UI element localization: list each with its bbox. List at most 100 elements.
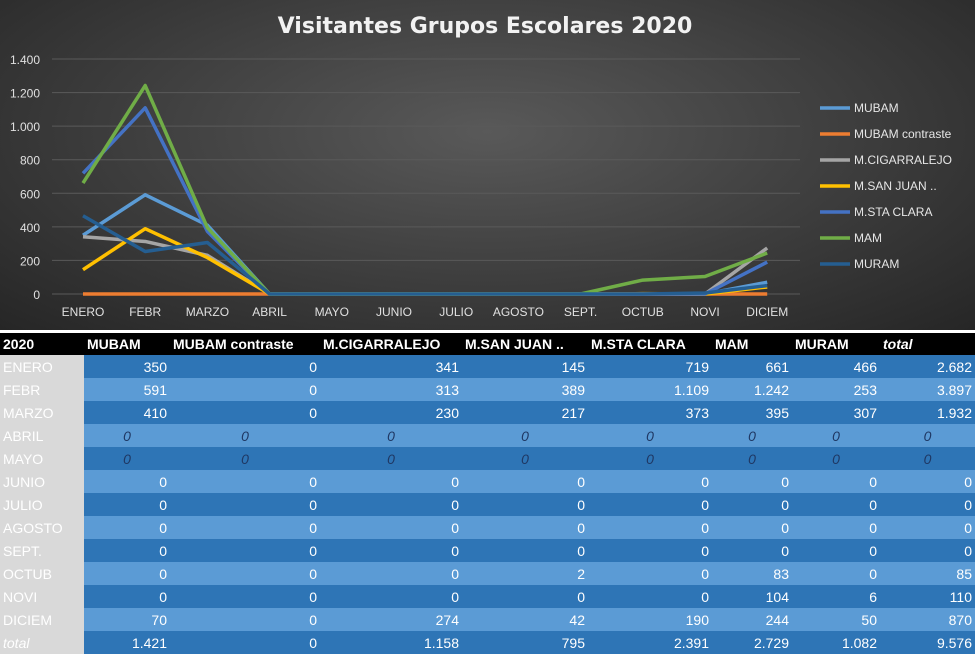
table-cell: 0 <box>712 539 792 562</box>
column-header: M.SAN JUAN .. <box>462 333 588 355</box>
column-header: 2020 <box>0 333 84 355</box>
table-cell: 0 <box>320 562 462 585</box>
table-cell: 104 <box>712 585 792 608</box>
table-row: DICIEM 70 0 274 42 190 244 50 870 <box>0 608 975 631</box>
table-row: AGOSTO 0 0 0 0 0 0 0 0 <box>0 516 975 539</box>
table-cell: 0 <box>462 493 588 516</box>
table-cell: 466 <box>792 355 880 378</box>
table-cell: 0 <box>170 539 320 562</box>
table-cell: 0 <box>170 447 320 470</box>
table-cell: 217 <box>462 401 588 424</box>
table-cell: 0 <box>712 516 792 539</box>
table-cell: 0 <box>462 447 588 470</box>
table-cell: 2 <box>462 562 588 585</box>
legend-label: MURAM <box>854 257 899 271</box>
table-cell: 661 <box>712 355 792 378</box>
legend-label: MUBAM contraste <box>854 127 952 141</box>
table-cell: 0 <box>84 447 170 470</box>
table-cell: 0 <box>792 470 880 493</box>
series-line-muram <box>82 214 768 296</box>
row-label: total <box>0 631 84 654</box>
y-tick-label: 1.200 <box>10 87 40 101</box>
table-row: total 1.421 0 1.158 795 2.391 2.729 1.082 9.576 <box>0 631 975 654</box>
table-cell: 0 <box>880 539 975 562</box>
table-cell: 0 <box>880 424 975 447</box>
table-cell: 0 <box>588 470 712 493</box>
table-cell: 85 <box>880 562 975 585</box>
table-cell: 0 <box>320 424 462 447</box>
table-cell: 0 <box>320 493 462 516</box>
column-header: MAM <box>712 333 792 355</box>
table-cell: 0 <box>792 539 880 562</box>
table-cell: 0 <box>792 424 880 447</box>
table-row: MARZO 410 0 230 217 373 395 307 1.932 <box>0 401 975 424</box>
table-cell: 0 <box>792 447 880 470</box>
table-row: OCTUB 0 0 0 2 0 83 0 85 <box>0 562 975 585</box>
table-cell: 0 <box>462 585 588 608</box>
row-label: JUNIO <box>0 470 84 493</box>
table-row: SEPT. 0 0 0 0 0 0 0 0 <box>0 539 975 562</box>
table-cell: 0 <box>588 585 712 608</box>
chart-svg: Visitantes Grupos Escolares 2020 0 200 400… <box>10 14 952 319</box>
x-tick-label: SEPT. <box>564 305 597 319</box>
table-cell: 0 <box>880 493 975 516</box>
series-line-m-san-juan- <box>82 226 768 296</box>
row-label: FEBR <box>0 378 84 401</box>
table-cell: 0 <box>320 585 462 608</box>
row-label: ENERO <box>0 355 84 378</box>
x-tick-label: ABRIL <box>252 305 287 319</box>
table-row: FEBR 591 0 313 389 1.109 1.242 253 3.897 <box>0 378 975 401</box>
table-cell: 110 <box>880 585 975 608</box>
table-cell: 719 <box>588 355 712 378</box>
table-cell: 1.109 <box>588 378 712 401</box>
table-cell: 0 <box>588 424 712 447</box>
column-header: MURAM <box>792 333 880 355</box>
table-cell: 230 <box>320 401 462 424</box>
x-tick-label: DICIEM <box>746 305 788 319</box>
table-cell: 0 <box>170 355 320 378</box>
table-row: JUNIO 0 0 0 0 0 0 0 0 <box>0 470 975 493</box>
line-chart: Visitantes Grupos Escolares 2020 0 200 400… <box>0 0 975 330</box>
y-tick-label: 600 <box>20 187 40 201</box>
row-label: SEPT. <box>0 539 84 562</box>
chart-title: Visitantes Grupos Escolares 2020 <box>278 14 693 39</box>
table-cell: 1.421 <box>84 631 170 654</box>
table-cell: 0 <box>170 608 320 631</box>
table-cell: 0 <box>170 562 320 585</box>
legend-label: M.CIGARRALEJO <box>854 153 952 167</box>
x-tick-label: AGOSTO <box>493 305 544 319</box>
table-cell: 1.158 <box>320 631 462 654</box>
table-cell: 0 <box>84 539 170 562</box>
table-cell: 83 <box>712 562 792 585</box>
table-cell: 0 <box>170 585 320 608</box>
table-cell: 0 <box>588 539 712 562</box>
table-cell: 0 <box>170 516 320 539</box>
table-cell: 253 <box>792 378 880 401</box>
x-tick-label: JUNIO <box>376 305 412 319</box>
column-header: total <box>880 333 975 355</box>
table-cell: 1.082 <box>792 631 880 654</box>
table-cell: 0 <box>462 470 588 493</box>
table-cell: 0 <box>84 585 170 608</box>
row-label: JULIO <box>0 493 84 516</box>
table-cell: 3.897 <box>880 378 975 401</box>
table-row: JULIO 0 0 0 0 0 0 0 0 <box>0 493 975 516</box>
column-header: MUBAM contraste <box>170 333 320 355</box>
table-cell: 0 <box>320 516 462 539</box>
table-row: MAYO 0 0 0 0 0 0 0 0 <box>0 447 975 470</box>
table-cell: 0 <box>320 470 462 493</box>
table-cell: 0 <box>84 493 170 516</box>
y-tick-label: 400 <box>20 221 40 235</box>
table-cell: 0 <box>880 516 975 539</box>
table-cell: 0 <box>880 470 975 493</box>
table-cell: 0 <box>84 516 170 539</box>
x-tick-label: MARZO <box>186 305 229 319</box>
table-cell: 0 <box>84 562 170 585</box>
table-cell: 0 <box>462 516 588 539</box>
table-cell: 2.391 <box>588 631 712 654</box>
table-cell: 0 <box>170 493 320 516</box>
legend-label: MAM <box>854 231 882 245</box>
table-row: ABRIL 0 0 0 0 0 0 0 0 <box>0 424 975 447</box>
series-line-m-sta-clara <box>81 106 768 296</box>
legend-label: M.SAN JUAN .. <box>854 179 937 193</box>
